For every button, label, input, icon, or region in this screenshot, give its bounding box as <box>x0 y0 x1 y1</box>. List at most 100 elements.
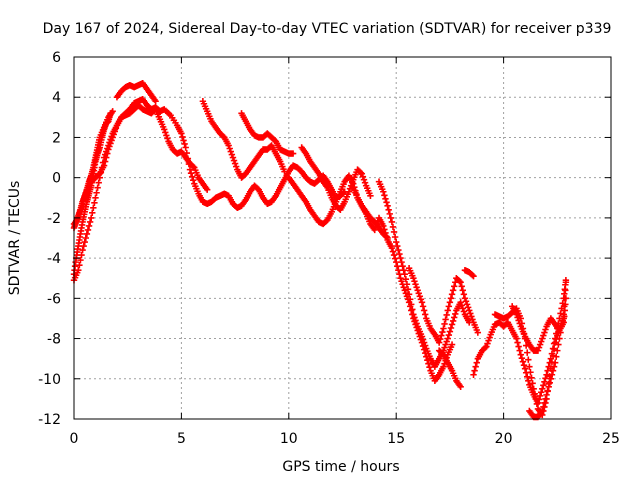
data-point <box>441 344 448 351</box>
data-point <box>447 295 455 302</box>
data-point <box>393 258 400 266</box>
data-point <box>228 151 236 158</box>
data-point <box>367 192 374 199</box>
data-point <box>340 189 347 196</box>
data-point <box>421 342 429 349</box>
data-point <box>409 306 416 313</box>
data-point <box>382 195 389 202</box>
data-point <box>190 163 197 170</box>
data-point <box>190 176 197 184</box>
y-tick-label: -8 <box>47 332 61 348</box>
data-point <box>394 262 401 270</box>
data-point <box>179 133 186 141</box>
data-point <box>516 347 523 354</box>
data-point <box>534 399 542 407</box>
data-point <box>513 311 520 318</box>
data-point <box>474 329 482 336</box>
data-point <box>486 334 493 341</box>
data-point <box>460 291 468 298</box>
data-point <box>458 283 465 290</box>
data-point <box>550 340 558 347</box>
data-point <box>515 343 522 350</box>
data-point <box>545 383 552 391</box>
data-point <box>162 129 169 136</box>
data-point <box>389 248 397 255</box>
data-point <box>400 266 407 274</box>
data-point <box>531 390 538 398</box>
data-point <box>525 377 532 384</box>
data-point <box>400 284 407 291</box>
data-point <box>410 275 417 282</box>
data-point <box>536 392 544 400</box>
data-point <box>226 145 233 152</box>
data-point <box>438 332 445 339</box>
data-point <box>463 301 471 308</box>
y-tick-label: 2 <box>52 130 61 146</box>
data-point <box>107 136 114 143</box>
data-point <box>447 324 455 332</box>
data-point <box>514 314 521 321</box>
data-point <box>526 363 533 370</box>
data-point <box>484 340 491 347</box>
data-point <box>533 400 541 408</box>
data-point <box>281 168 288 175</box>
data-point <box>94 184 101 191</box>
data-point <box>461 295 469 302</box>
x-tick-label: 0 <box>70 431 79 447</box>
data-point <box>99 159 107 166</box>
data-point <box>544 367 551 374</box>
data-point <box>556 335 563 342</box>
data-point <box>232 163 240 170</box>
data-point <box>104 145 111 152</box>
data-point <box>450 314 458 321</box>
data-point <box>541 378 548 385</box>
data-point <box>84 226 92 234</box>
data-point <box>386 210 393 218</box>
data-point <box>516 320 523 327</box>
data-point <box>448 291 456 298</box>
data-point <box>231 160 239 167</box>
data-point <box>402 290 410 297</box>
data-point <box>535 344 543 351</box>
data-point <box>86 218 94 226</box>
data-point <box>399 262 406 270</box>
data-point <box>550 363 558 370</box>
data-point <box>401 287 408 294</box>
data-point <box>411 314 418 321</box>
data-point <box>437 335 444 343</box>
data-point <box>83 230 91 238</box>
data-point <box>536 341 544 348</box>
data-point <box>442 341 449 348</box>
data-point <box>543 391 550 399</box>
data-point <box>380 222 387 230</box>
data-point <box>443 311 450 319</box>
data-point <box>381 192 388 199</box>
data-point <box>561 295 569 302</box>
data-point <box>419 303 427 310</box>
data-point <box>410 311 417 318</box>
data-point <box>401 271 408 278</box>
y-tick-label: -4 <box>47 251 61 267</box>
data-point <box>77 256 84 264</box>
plot-frame <box>73 56 612 420</box>
data-point <box>546 379 553 386</box>
y-axis-label: SDTVAR / TECUs <box>7 181 23 296</box>
data-point <box>458 302 465 309</box>
data-point <box>471 367 478 374</box>
data-point <box>518 354 526 362</box>
data-point <box>549 352 557 359</box>
data-point <box>373 220 381 228</box>
data-point <box>227 148 235 155</box>
x-tick-label: 5 <box>177 431 186 447</box>
data-point <box>519 358 527 365</box>
data-point <box>90 204 97 212</box>
data-point <box>417 296 425 303</box>
data-point <box>380 188 387 195</box>
data-point <box>460 308 468 315</box>
data-point <box>528 374 535 381</box>
data-point <box>483 343 490 350</box>
data-point <box>397 254 404 262</box>
data-point <box>414 287 421 294</box>
data-point <box>554 347 561 354</box>
